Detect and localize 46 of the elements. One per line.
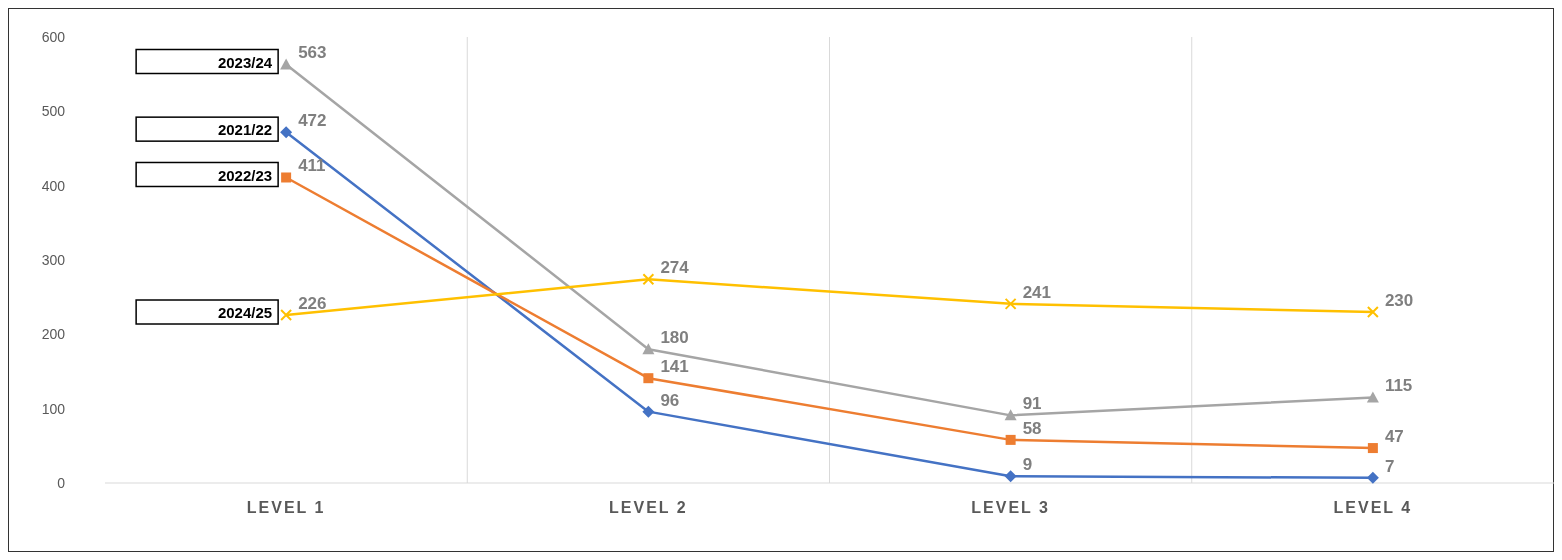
data-label: 230	[1384, 290, 1414, 310]
point	[280, 126, 293, 139]
data-label: 9	[1022, 455, 1033, 475]
point	[281, 172, 292, 183]
y-tick-label: 400	[41, 177, 66, 194]
x-tick-label: LEVEL 2	[609, 499, 688, 516]
point	[1004, 470, 1017, 483]
data-label: 563	[298, 43, 327, 63]
y-tick-label: 200	[41, 326, 66, 343]
x-tick-label: LEVEL 3	[971, 499, 1050, 516]
series-label: 2024/25	[217, 304, 273, 322]
data-label: 411	[298, 156, 326, 176]
point	[642, 343, 655, 355]
y-tick-label: 300	[41, 251, 66, 268]
x-tick-label: LEVEL 4	[1333, 499, 1413, 516]
data-label: 274	[660, 258, 690, 278]
y-tick-label: 600	[41, 28, 66, 45]
data-label: 7	[1384, 456, 1395, 476]
data-label: 96	[660, 390, 680, 410]
point	[1004, 297, 1017, 310]
point	[642, 273, 655, 286]
data-label: 58	[1022, 418, 1042, 438]
point	[1004, 409, 1017, 421]
series-label: 2021/22	[217, 121, 273, 139]
point	[643, 373, 654, 384]
data-label: 141	[660, 357, 689, 377]
y-tick-label: 100	[41, 400, 66, 417]
point	[280, 309, 293, 322]
data-label: 115	[1384, 376, 1413, 396]
point	[642, 405, 655, 418]
data-label: 472	[298, 111, 327, 131]
point	[1005, 434, 1016, 445]
x-tick-label: LEVEL 1	[246, 499, 326, 516]
data-label: 226	[298, 293, 327, 313]
point	[1367, 443, 1378, 454]
data-label: 180	[660, 328, 689, 348]
point	[1366, 306, 1379, 319]
y-tick-label: 0	[57, 474, 66, 491]
series-label: 2023/24	[217, 53, 273, 71]
point	[1366, 391, 1379, 403]
data-label: 47	[1384, 427, 1404, 447]
point	[1366, 471, 1379, 484]
data-label: 91	[1022, 394, 1042, 414]
y-tick-label: 500	[41, 103, 66, 120]
series-label: 2022/23	[217, 166, 273, 184]
data-label: 241	[1022, 282, 1051, 302]
